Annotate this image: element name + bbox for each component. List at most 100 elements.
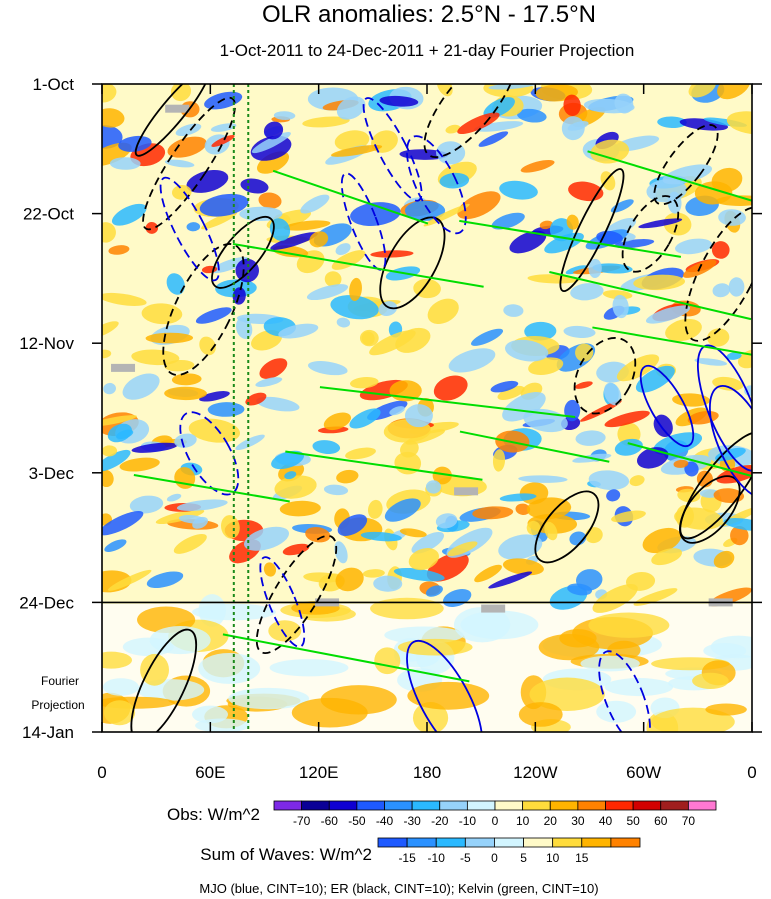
anomaly-blob <box>164 159 195 168</box>
projection-blob <box>692 672 729 689</box>
kelvin-contour <box>232 242 484 288</box>
anomaly-blob <box>653 414 673 438</box>
anomaly-blob <box>633 588 678 606</box>
anomaly-blob <box>606 489 621 502</box>
projection-blob <box>538 633 600 661</box>
anomaly-blob <box>188 418 241 443</box>
anomaly-blob <box>642 527 682 554</box>
anomaly-blob <box>104 539 127 552</box>
projection-blob <box>291 697 368 728</box>
projection-blob <box>588 612 670 638</box>
anomaly-blob <box>629 475 645 487</box>
anomaly-blob <box>131 349 180 366</box>
anomaly-blob <box>239 206 283 222</box>
colorbar-label: -40 <box>376 814 394 828</box>
anomaly-blob <box>592 584 638 613</box>
anomaly-blob <box>575 430 606 446</box>
anomaly-blob <box>379 95 419 107</box>
colorbar-swatch <box>377 837 408 848</box>
anomaly-blob <box>331 144 383 157</box>
anomaly-blob <box>270 232 318 250</box>
anomaly-blob <box>688 84 717 98</box>
colorbar-swatch <box>439 800 468 811</box>
kelvin-contour <box>587 150 752 202</box>
x-tick-label: 60W <box>626 763 661 782</box>
anomaly-blob <box>499 493 537 502</box>
plot-area <box>102 84 752 732</box>
colorbar-swatch <box>660 800 689 811</box>
anomaly-blob <box>215 279 257 298</box>
anomaly-blob <box>712 376 744 391</box>
anomaly-blob <box>305 527 331 543</box>
projection-blob <box>703 643 747 659</box>
mjo-contour <box>406 135 467 235</box>
anomaly-blob <box>610 199 634 213</box>
anomaly-blob <box>713 550 735 569</box>
anomaly-blob <box>141 303 183 325</box>
colorbar-swatch <box>435 837 466 848</box>
anomaly-blob <box>728 277 745 297</box>
anomaly-blob <box>207 402 245 417</box>
anomaly-blob <box>471 328 504 346</box>
anomaly-blob <box>483 97 515 118</box>
anomaly-blob <box>173 534 207 554</box>
x-tick-label: 60E <box>195 763 225 782</box>
y-tick-label: 14-Jan <box>22 723 74 742</box>
kelvin-contour <box>319 386 576 419</box>
mjo-contour <box>362 97 423 202</box>
colorbar-label: -30 <box>403 814 421 828</box>
anomaly-blob <box>389 406 405 416</box>
anomaly-blob <box>307 361 348 376</box>
anomaly-blob <box>445 124 461 134</box>
anomaly-blob <box>425 585 443 597</box>
anomaly-blob <box>411 531 445 554</box>
anomaly-blob <box>102 349 112 359</box>
colorbar-swatch <box>406 837 437 848</box>
anomaly-blob <box>186 222 201 232</box>
projection-blob <box>705 703 747 716</box>
er-contour <box>134 84 211 157</box>
projection-blob <box>596 700 637 723</box>
anomaly-blob <box>164 359 195 372</box>
anomaly-blob <box>723 518 752 531</box>
anomaly-blob <box>324 271 342 288</box>
anomaly-blob <box>614 438 643 456</box>
anomaly-blob <box>258 192 282 209</box>
colorbar-label: 70 <box>682 814 696 828</box>
anomaly-blob <box>103 382 116 395</box>
anomaly-blob <box>199 193 249 217</box>
colorbar-swatch <box>466 800 496 811</box>
mjo-contour <box>159 176 220 282</box>
anomaly-blob <box>684 461 699 477</box>
colorbar-label: -20 <box>431 814 449 828</box>
x-tick-label: 180 <box>413 763 441 782</box>
kelvin-contour <box>459 430 610 463</box>
kelvin-contour <box>272 169 429 225</box>
er-contour <box>559 168 625 293</box>
projection-blob <box>102 651 133 669</box>
anomaly-blob <box>675 238 712 255</box>
anomaly-blob <box>404 200 446 221</box>
anomaly-blob <box>235 434 265 451</box>
anomaly-blob <box>425 480 442 494</box>
colorbar-swatch <box>632 800 662 811</box>
anomaly-blob <box>274 475 317 499</box>
anomaly-blob <box>633 274 686 291</box>
anomaly-blob <box>102 445 118 457</box>
anomaly-blob <box>694 358 728 366</box>
anomaly-blob <box>336 317 351 328</box>
anomaly-blob <box>102 222 116 243</box>
er-contour <box>573 337 637 415</box>
anomaly-blob <box>331 250 366 270</box>
anomaly-blob <box>146 571 184 589</box>
anomaly-blob <box>404 404 433 428</box>
anomaly-blob <box>175 123 202 137</box>
anomaly-blob <box>588 258 602 279</box>
anomaly-blob <box>423 203 470 227</box>
colorbar-swatch <box>549 800 579 811</box>
colorbar-label: 0 <box>492 814 499 828</box>
anomaly-blob <box>474 564 502 583</box>
anomaly-blob <box>107 423 132 443</box>
anomaly-blob <box>118 135 152 152</box>
mjo-contour <box>259 556 306 648</box>
